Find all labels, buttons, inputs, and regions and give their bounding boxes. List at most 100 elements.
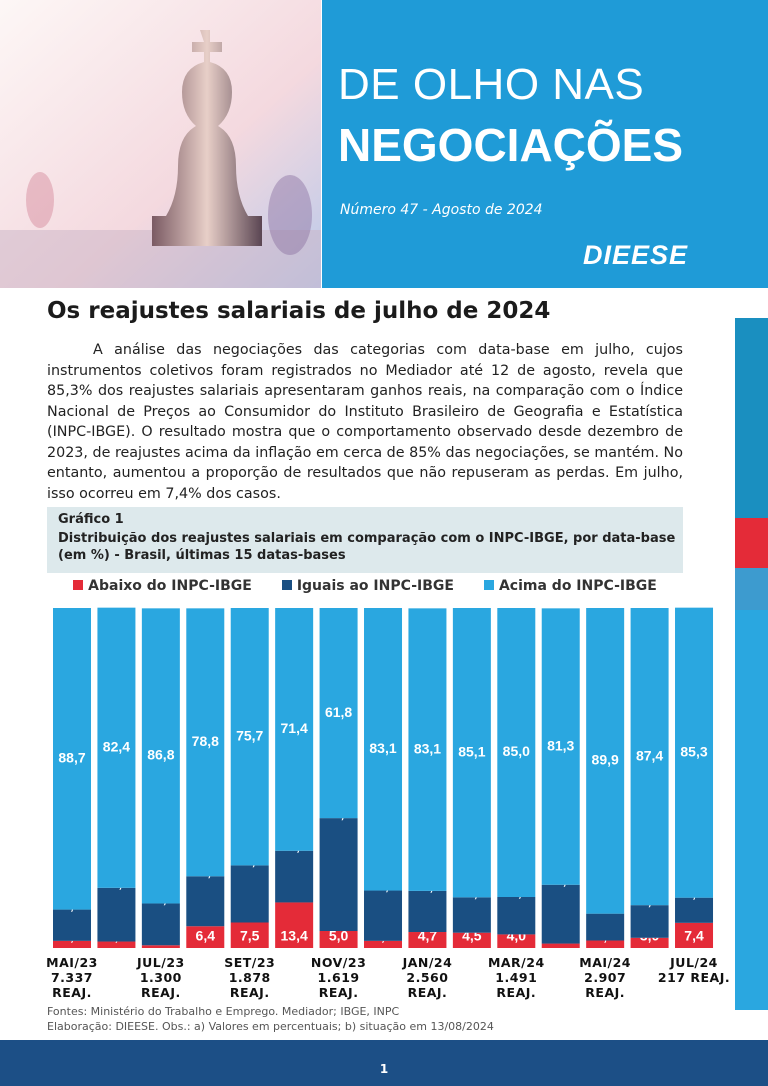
- bar-segment: [230, 922, 269, 948]
- bar-segment: [497, 608, 536, 897]
- value-label: 13,4: [281, 928, 308, 944]
- bar-segment: [541, 884, 580, 944]
- category-label: JAN/24: [402, 955, 453, 970]
- value-label: 85,3: [680, 743, 707, 759]
- paragraph: A análise das negociações das categorias…: [47, 342, 683, 502]
- heading: Os reajustes salariais de julho de 2024: [47, 298, 551, 324]
- bar-segment: [586, 940, 625, 948]
- category-label: JUL/24: [670, 955, 718, 970]
- value-label: 82,4: [103, 738, 130, 754]
- category-label: SET/23: [224, 955, 276, 970]
- value-label: 7,5: [240, 928, 260, 944]
- header-title: NEGOCIAÇÕES: [338, 119, 684, 171]
- value-label: 83,1: [414, 740, 441, 756]
- bar-segment: [230, 865, 269, 923]
- bar-segment: [319, 818, 358, 931]
- bar-segment: [319, 608, 358, 819]
- bar-segment: [630, 937, 669, 948]
- category-note: 1.878 REAJ.: [228, 970, 271, 1000]
- bar-segment: [586, 608, 625, 914]
- chart-header-box: [47, 507, 683, 573]
- legend-swatch: [483, 580, 494, 590]
- legend-swatch: [281, 580, 292, 590]
- bar-segment: [97, 941, 136, 948]
- bar-segment: [586, 913, 625, 941]
- legend-item: Abaixo do INPC-IBGE: [73, 578, 252, 594]
- bar-segment: [452, 897, 491, 933]
- value-label: 85,0: [503, 743, 530, 759]
- bar-segment: [275, 608, 314, 851]
- legend-label: Iguais ao INPC-IBGE: [296, 578, 454, 594]
- legend-swatch: [73, 580, 84, 590]
- bar-segment: [97, 607, 136, 888]
- value-label: 7,4: [684, 928, 704, 944]
- category-label: MAR/24: [487, 955, 545, 970]
- bar-segment: [53, 909, 91, 941]
- source: Fontes: Ministério do Trabalho e Emprego…: [47, 1005, 400, 1018]
- header-title: DE OLHO NAS: [338, 60, 645, 109]
- chart-title: Distribuição dos reajustes salariais em …: [58, 531, 676, 563]
- legend-item: Acima do INPC-IBGE: [483, 578, 657, 594]
- category-note: 2.907 REAJ.: [584, 970, 627, 1000]
- bar-segment: [275, 902, 314, 948]
- bar-segment: [408, 932, 447, 948]
- category-label: JUL/23: [136, 955, 185, 970]
- value-label: 78,8: [192, 733, 219, 749]
- category-label: NOV/23: [310, 955, 367, 970]
- bar-segment: [275, 850, 314, 903]
- value-label: 71,4: [281, 720, 308, 736]
- hero-image: [0, 0, 321, 288]
- value-label: 83,1: [369, 740, 396, 756]
- page-number: 1: [379, 1062, 389, 1076]
- bar-segment: [186, 926, 225, 948]
- bar-segment: [141, 903, 180, 946]
- value-label: 75,7: [236, 727, 263, 743]
- bar-segment: [97, 887, 136, 942]
- category-note: 7.337 REAJ.: [50, 970, 94, 1000]
- logo: DIEESE: [583, 240, 689, 270]
- bar-segment: [675, 897, 714, 923]
- category-label: MAI/23: [46, 955, 98, 970]
- bar-segment: [53, 608, 91, 910]
- chart-label: Gráfico 1: [58, 512, 124, 527]
- bar-segment: [452, 932, 491, 948]
- source: Elaboração: DIEESE. Obs.: a) Valores em …: [47, 1020, 494, 1033]
- issue: Número 47 - Agosto de 2024: [340, 202, 543, 218]
- bar-segment: [452, 608, 491, 898]
- bar-segment: [630, 608, 669, 906]
- bar-segment: [541, 608, 580, 885]
- category-note: 1.491 REAJ.: [495, 970, 538, 1000]
- bar-segment: [230, 608, 269, 866]
- value-label: 6,4: [196, 928, 216, 944]
- footer: [0, 1040, 768, 1086]
- bar-segment: [364, 608, 403, 891]
- category-note: 217 REAJ.: [657, 970, 731, 985]
- category-note: 1.300 REAJ.: [139, 970, 182, 1000]
- bar-segment: [141, 608, 180, 904]
- value-label: 87,4: [636, 747, 663, 763]
- category-note: 1.619 REAJ.: [317, 970, 360, 1000]
- value-label: 86,8: [147, 747, 174, 763]
- chart: 2,19,288,71,915,882,40,812,386,86,414,77…: [53, 607, 714, 948]
- bar-segment: [141, 945, 180, 948]
- value-label: 81,3: [547, 737, 574, 753]
- header-panel: [322, 0, 768, 288]
- bar-segment: [186, 608, 225, 877]
- bar-segment: [408, 608, 447, 891]
- bar-segment: [497, 897, 536, 935]
- value-label: 89,9: [592, 752, 619, 768]
- bar-segment: [497, 934, 536, 948]
- category-note: 2.560 REAJ.: [406, 970, 449, 1000]
- value-label: 85,1: [458, 743, 485, 759]
- value-label: 61,8: [325, 704, 352, 720]
- bar-segment: [675, 607, 714, 898]
- bar-segment: [364, 890, 403, 941]
- bar-segment: [630, 905, 669, 938]
- bar-segment: [675, 922, 714, 948]
- category-label: MAI/24: [579, 955, 632, 970]
- legend-item: Iguais ao INPC-IBGE: [281, 578, 454, 594]
- side-decoration: [735, 318, 768, 1010]
- legend-label: Abaixo do INPC-IBGE: [88, 578, 252, 594]
- value-label: 5,0: [329, 928, 349, 944]
